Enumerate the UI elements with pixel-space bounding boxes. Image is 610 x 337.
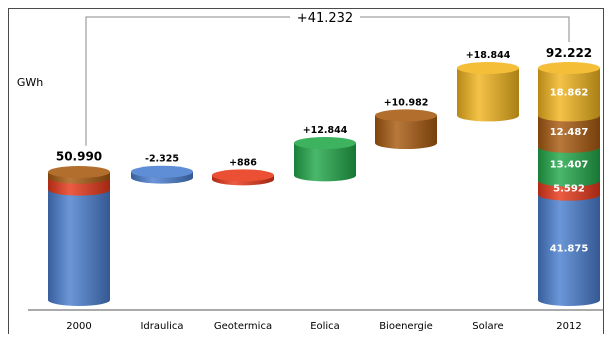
delta-bar-eolica-body bbox=[294, 143, 356, 182]
start-bar-segment-bioenergie-top bbox=[48, 166, 110, 179]
delta-label-geotermica: +886 bbox=[229, 157, 257, 168]
end-segment-label-idraulica: 41.875 bbox=[550, 243, 589, 254]
delta-label-idraulica: -2.325 bbox=[145, 154, 179, 165]
delta-bar-solare bbox=[457, 62, 519, 122]
y-axis-label: GWh bbox=[17, 76, 43, 89]
delta-bar-eolica-top bbox=[294, 137, 356, 150]
end-segment-label-geotermica: 5.592 bbox=[553, 184, 585, 195]
labels: 50.990 -2.325 +886 +12.844 +10.982 +18.844 41.… bbox=[17, 11, 604, 332]
end-segment-label-bioenergie: 12.487 bbox=[550, 127, 589, 138]
x-tick-label-2012: 2012 bbox=[556, 321, 581, 332]
bracket-right-line bbox=[360, 16, 570, 42]
x-tick-label-solare: Solare bbox=[472, 321, 503, 332]
delta-bar-solare-body bbox=[457, 68, 519, 122]
delta-bar-bioenergie-body bbox=[375, 115, 437, 150]
delta-bar-geotermica-top bbox=[212, 169, 274, 182]
end-bar-segment-eolica-body bbox=[538, 146, 600, 187]
end-bar-segment-idraulica-body bbox=[538, 194, 600, 306]
delta-bar-geotermica bbox=[212, 169, 274, 186]
start-bar-segment-idraulica bbox=[48, 189, 110, 306]
delta-label-eolica: +12.844 bbox=[303, 125, 348, 136]
delta-bar-idraulica bbox=[131, 165, 193, 184]
end-bar-segment-solare-top bbox=[538, 61, 600, 74]
end-segment-label-solare: 18.862 bbox=[550, 88, 589, 99]
bracket-left-line bbox=[85, 16, 290, 146]
start-bar-segment-idraulica-body bbox=[48, 189, 110, 306]
delta-bar-bioenergie-top bbox=[375, 109, 437, 122]
end-bar-segment-bioenergie bbox=[538, 115, 600, 153]
delta-label-solare: +18.844 bbox=[466, 50, 511, 61]
end-segment-label-eolica: 13.407 bbox=[550, 160, 589, 171]
chart-frame bbox=[8, 8, 604, 334]
bars bbox=[48, 61, 600, 306]
end-bar-segment-eolica bbox=[538, 146, 600, 187]
start-total-label: 50.990 bbox=[56, 150, 102, 164]
end-bar-segment-bioenergie-body bbox=[538, 115, 600, 153]
delta-label-bioenergie: +10.982 bbox=[384, 97, 429, 108]
end-bar-segment-solare bbox=[538, 61, 600, 122]
total-change-bracket bbox=[85, 16, 570, 146]
end-bar-segment-solare-body bbox=[538, 67, 600, 122]
x-tick-label-2000: 2000 bbox=[66, 321, 91, 332]
delta-bar-bioenergie bbox=[375, 109, 437, 150]
x-tick-label-eolica: Eolica bbox=[310, 321, 340, 332]
total-change-label: +41.232 bbox=[297, 11, 353, 26]
x-tick-label-geotermica: Geotermica bbox=[214, 321, 272, 332]
end-bar-segment-idraulica bbox=[538, 194, 600, 306]
x-tick-label-idraulica: Idraulica bbox=[140, 321, 183, 332]
start-bar-segment-bioenergie bbox=[48, 166, 110, 184]
x-tick-label-bioenergie: Bioenergie bbox=[379, 321, 433, 332]
delta-bar-idraulica-top bbox=[131, 165, 193, 178]
end-total-label: 92.222 bbox=[546, 46, 592, 60]
delta-bar-solare-top bbox=[457, 62, 519, 75]
delta-bar-eolica bbox=[294, 137, 356, 182]
